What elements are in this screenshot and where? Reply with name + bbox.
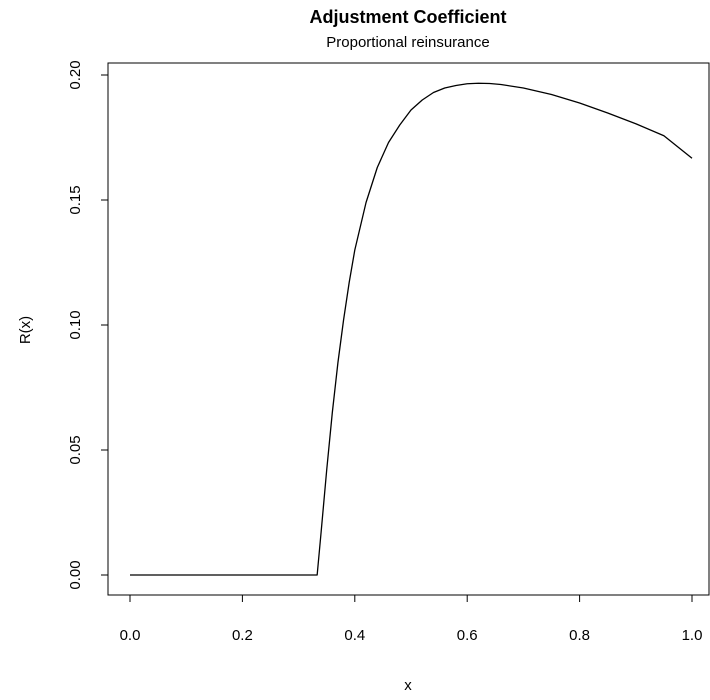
chart-title: Adjustment Coefficient [309,7,506,27]
y-tick-label: 0.05 [67,435,84,464]
y-tick-label: 0.00 [67,560,84,589]
x-tick-label: 0.4 [344,627,365,644]
chart-subtitle: Proportional reinsurance [326,34,489,51]
y-axis-label: R(x) [17,316,34,344]
x-tick-label: 0.6 [457,627,478,644]
y-tick-label: 0.10 [67,310,84,339]
x-tick-label: 0.0 [120,627,141,644]
y-tick-label: 0.20 [67,60,84,89]
x-tick-label: 0.8 [569,627,590,644]
x-axis-label: x [404,677,412,694]
series-line-0 [130,82,693,576]
plot-frame [107,62,710,596]
series-layer [130,82,693,576]
x-tick-label: 1.0 [682,627,703,644]
y-tick-label: 0.15 [67,185,84,214]
y-axis: 0.00 0.05 0.10 0.15 0.20 [67,60,109,590]
x-tick-label: 0.2 [232,627,253,644]
x-axis: 0.0 0.2 0.4 0.6 0.8 1.0 [120,594,703,644]
